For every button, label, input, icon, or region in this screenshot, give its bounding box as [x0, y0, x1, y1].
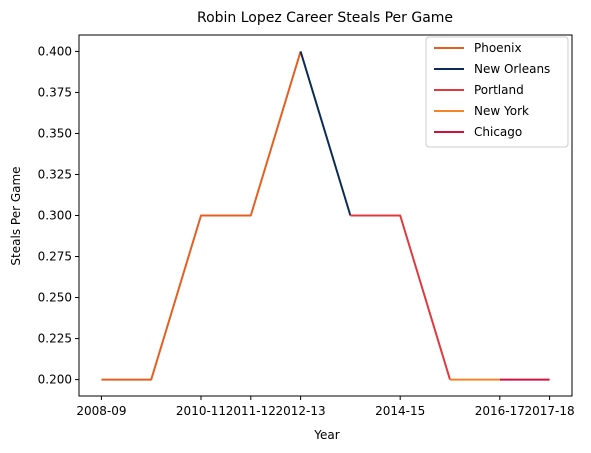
- y-tick-label: 0.300: [38, 209, 72, 223]
- legend: Phoenix New Orleans Portland New York Chicag…: [425, 36, 569, 148]
- y-tick-label: 0.400: [38, 44, 72, 58]
- series-line-portland: [350, 214, 451, 380]
- y-tick-label: 0.375: [38, 85, 72, 99]
- x-tick-label: 2008-09: [76, 404, 126, 418]
- series-layer: [101, 51, 550, 381]
- legend-label: New York: [474, 104, 529, 118]
- x-tick-label: 2010-11: [176, 404, 226, 418]
- legend-label: Chicago: [474, 125, 522, 139]
- y-tick-label: 0.250: [38, 291, 72, 305]
- x-axis-title: Year: [313, 428, 339, 442]
- series-line-new-orleans: [299, 51, 352, 216]
- y-axis-title: Steals Per Game: [9, 166, 23, 265]
- y-tick-label: 0.325: [38, 167, 72, 181]
- legend-label: Phoenix: [474, 41, 522, 55]
- x-axis: 2008-09 2010-11 2011-12 2012-13 2014-15 2016-…: [76, 396, 575, 418]
- y-tick-label: 0.350: [38, 126, 72, 140]
- legend-label: New Orleans: [474, 62, 550, 76]
- legend-label: Portland: [474, 83, 524, 97]
- x-tick-label: 2016-17: [475, 404, 525, 418]
- y-tick-label: 0.225: [38, 332, 72, 346]
- x-tick-label: 2011-12: [226, 404, 276, 418]
- y-tick-label: 0.200: [38, 373, 72, 387]
- y-tick-label: 0.275: [38, 250, 72, 264]
- chart-title: Robin Lopez Career Steals Per Game: [197, 10, 453, 26]
- x-tick-label: 2012-13: [276, 404, 326, 418]
- legend-box: [425, 36, 569, 148]
- x-tick-label: 2017-18: [525, 404, 575, 418]
- x-tick-label: 2014-15: [375, 404, 425, 418]
- series-line-phoenix: [101, 51, 302, 381]
- y-axis: 0.200 0.225 0.250 0.275 0.300 0.325 0.350 0.375…: [38, 44, 79, 387]
